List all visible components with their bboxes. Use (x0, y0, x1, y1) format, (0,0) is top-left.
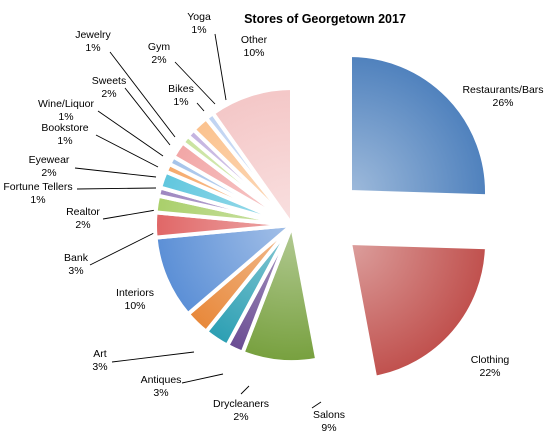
data-label: Fortune Tellers 1% (3, 181, 72, 206)
leader-line (124, 87, 171, 146)
leader-line (89, 231, 157, 266)
data-label: Bank 3% (64, 252, 89, 277)
data-label: Sweets 2% (92, 75, 126, 100)
leader-line (97, 110, 164, 157)
leader-line (76, 187, 157, 190)
pie-slice-other (210, 86, 294, 227)
leader-line (74, 167, 157, 178)
data-label: Realtor 2% (66, 206, 100, 231)
data-label: Drycleaners 2% (213, 398, 269, 423)
data-label: Yoga 1% (187, 11, 211, 36)
data-label: Antiques 3% (141, 374, 182, 399)
leader-line (196, 102, 205, 112)
chart-title: Stores of Georgetown 2017 (244, 12, 406, 26)
leader-line (181, 373, 224, 384)
data-label: Bikes 1% (168, 83, 194, 108)
leader-line (95, 134, 159, 168)
data-label: Restaurants/Bars 26% (462, 84, 543, 109)
leader-line (214, 33, 227, 101)
leader-line (174, 61, 216, 105)
data-label: Eyewear 2% (29, 154, 70, 179)
data-label: Other 10% (241, 34, 268, 59)
data-label: Clothing 22% (471, 354, 510, 379)
pie-slice-clothing (348, 241, 489, 380)
leader-line (240, 385, 250, 395)
leader-line (109, 51, 176, 138)
data-label: Interiors 10% (116, 287, 154, 312)
data-label: Art 3% (92, 348, 107, 373)
pie-slice-restaurants-bars (348, 53, 489, 199)
leader-line (311, 401, 322, 409)
data-label: Bookstore 1% (41, 122, 88, 147)
leader-line (111, 351, 195, 363)
data-label: Jewelry 1% (75, 29, 111, 54)
data-label: Gym 2% (148, 41, 170, 66)
leader-line (102, 209, 157, 220)
data-label: Salons 9% (313, 409, 345, 434)
data-label: Wine/Liquor 1% (38, 98, 95, 123)
